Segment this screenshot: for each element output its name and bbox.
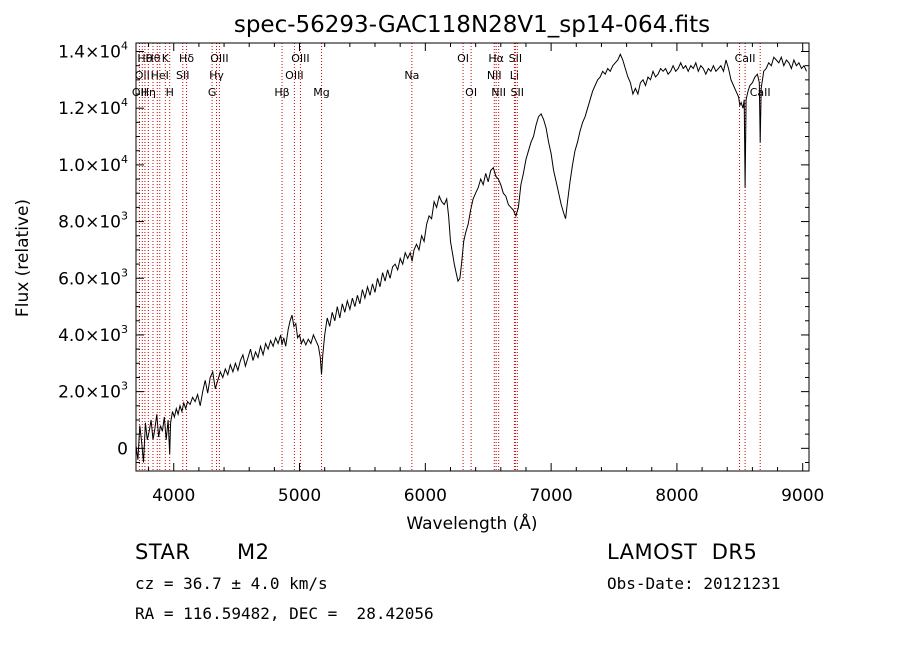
spectral-line-label: H [166,86,174,99]
spectral-line-label: Hθ [145,52,160,65]
object-class: STAR [135,540,191,564]
spectral-lines: OIIOIIHθHηHθHeIKHSIIHδGHγOIIIHβOIIIOIIIM… [132,43,771,471]
spectral-line-label: CaII [750,86,771,99]
y-tick-label: 4.0×103 [58,323,128,346]
spectral-line-label: Hα [488,52,504,65]
spectral-line-label: Hβ [274,86,289,99]
y-tick-label: 1.0×104 [58,153,128,176]
spectral-line-label: OIII [291,52,309,65]
spectral-line-label: SII [511,86,524,99]
x-tick-label: 6000 [404,486,447,506]
redshift-cz: cz = 36.7 ± 4.0 km/s [135,574,328,593]
spectral-line-label: K [162,52,170,65]
spectral-line-label: Li [510,69,519,82]
spectral-line-label: OIII [285,69,303,82]
y-tick-label: 6.0×103 [58,266,128,289]
y-tick-label: 2.0×103 [58,380,128,403]
spectral-line-label: Hγ [209,69,224,82]
spectral-line-label: OII [135,69,150,82]
x-tick-label: 5000 [278,486,321,506]
y-tick-label: 1.2×104 [58,96,128,119]
spectral-line-label: CaII [735,52,756,65]
x-tick-label: 4000 [152,486,195,506]
spectral-line-label: NII [487,69,502,82]
spectral-line-label: NII [491,86,506,99]
object-subclass: M2 [237,540,270,564]
x-axis-label: Wavelength (Å) [406,512,537,534]
y-tick-label: 8.0×103 [58,210,128,233]
spectral-line-label: Hθ [137,52,152,65]
spectral-line-label: Mg [313,86,329,99]
spectral-line-label: SII [509,52,522,65]
spectral-line-label: Na [404,69,419,82]
survey-name: LAMOST DR5 [607,540,758,564]
x-tick-label: 7000 [529,486,572,506]
y-tick-label: 0 [117,439,128,459]
x-tick-label: 9000 [781,486,824,506]
spectral-line-label: OI [457,52,469,65]
spectral-line-label: G [208,86,217,99]
spectral-line-label: OI [465,86,477,99]
spectrum-series-line [135,53,807,463]
spectral-line-label: Hδ [179,52,194,65]
spectral-line-label: Hη [141,86,156,99]
spectral-line-label: SII [176,69,189,82]
y-axis-label: Flux (relative) [13,199,33,317]
x-tick-label: 8000 [655,486,698,506]
axes: 4000 5000 6000 7000 8000 9000 0 2.0×103 4.0×103 6… [58,40,824,506]
chart-title: spec-56293-GAC118N28V1_sp14-064.fits [234,12,710,38]
plot-frame [135,42,810,472]
spectral-line-label: OIII [210,52,228,65]
spectral-line-label: HeI [151,69,169,82]
y-tick-label: 1.4×104 [58,40,128,63]
ra-dec-coordinates: RA = 116.59482, DEC = 28.42056 [135,604,434,623]
observation-date: Obs-Date: 20121231 [607,574,781,593]
